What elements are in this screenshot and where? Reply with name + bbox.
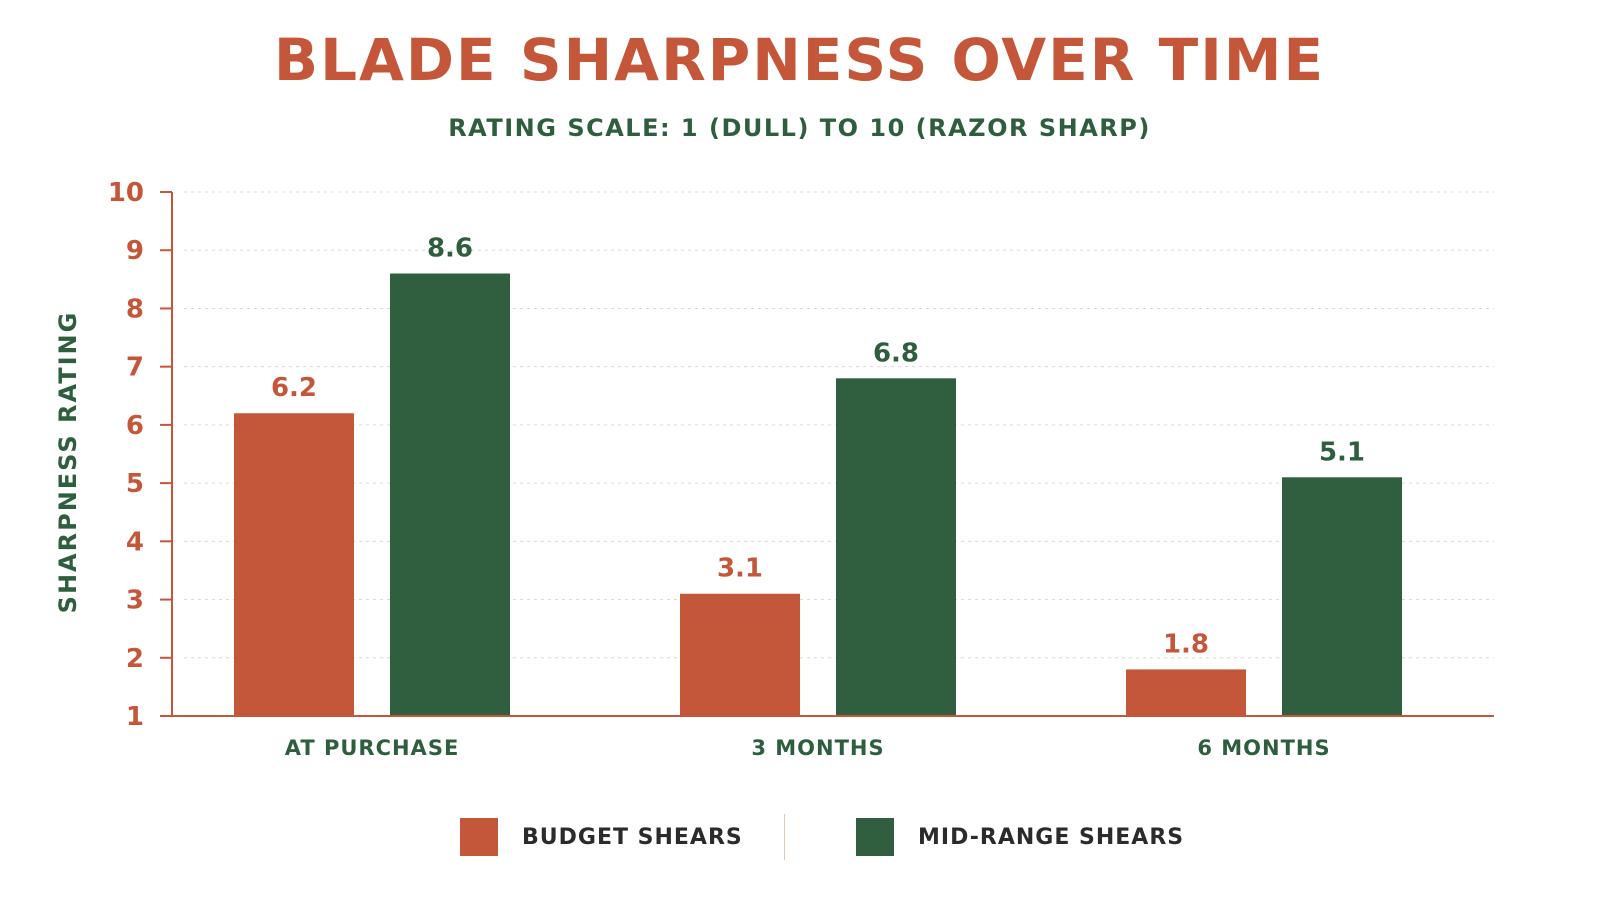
y-tick-label: 6	[126, 411, 144, 441]
y-tick-label: 4	[126, 527, 144, 557]
y-tick-label: 5	[126, 469, 144, 499]
y-tick-label: 8	[126, 294, 144, 324]
legend-label-midrange: MID-RANGE SHEARS	[918, 824, 1185, 850]
bar-midrange	[1282, 477, 1402, 716]
y-tick-label: 3	[126, 586, 144, 616]
x-category-label: AT PURCHASE	[285, 736, 460, 760]
data-label: 1.8	[1163, 629, 1209, 659]
legend-divider	[784, 814, 785, 860]
bar-budget	[234, 413, 354, 716]
legend: BUDGET SHEARS MID-RANGE SHEARS	[0, 814, 1599, 862]
y-tick-label: 1	[126, 702, 144, 732]
data-label: 6.2	[271, 373, 317, 403]
legend-label-budget: BUDGET SHEARS	[522, 824, 743, 850]
y-tick-label: 7	[126, 353, 144, 383]
bar-budget	[680, 593, 800, 716]
data-label: 6.8	[873, 338, 919, 368]
legend-item-midrange: MID-RANGE SHEARS	[856, 818, 1184, 856]
legend-swatch-midrange	[856, 818, 894, 856]
chart-subtitle: RATING SCALE: 1 (DULL) TO 10 (RAZOR SHAR…	[448, 114, 1151, 142]
y-tick-label: 9	[126, 236, 144, 266]
chart-title: BLADE SHARPNESS OVER TIME	[273, 26, 1326, 94]
y-tick-label: 10	[108, 178, 144, 208]
bar-budget	[1126, 669, 1246, 716]
legend-item-budget: BUDGET SHEARS	[460, 818, 743, 856]
x-category-label: 6 MONTHS	[1197, 736, 1330, 760]
legend-swatch-budget	[460, 818, 498, 856]
data-label: 5.1	[1319, 437, 1365, 467]
x-category-label: 3 MONTHS	[751, 736, 884, 760]
bar-midrange	[390, 273, 510, 716]
bar-chart: 1 2 3 4 5 6 7 8 9 10 6.2 8.6 AT PURCHASE 3.1 6.8 3 MON…	[108, 178, 1494, 760]
data-label: 8.6	[427, 234, 473, 264]
bar-midrange	[836, 378, 956, 716]
y-tick-label: 2	[126, 644, 144, 674]
data-label: 3.1	[717, 554, 763, 584]
